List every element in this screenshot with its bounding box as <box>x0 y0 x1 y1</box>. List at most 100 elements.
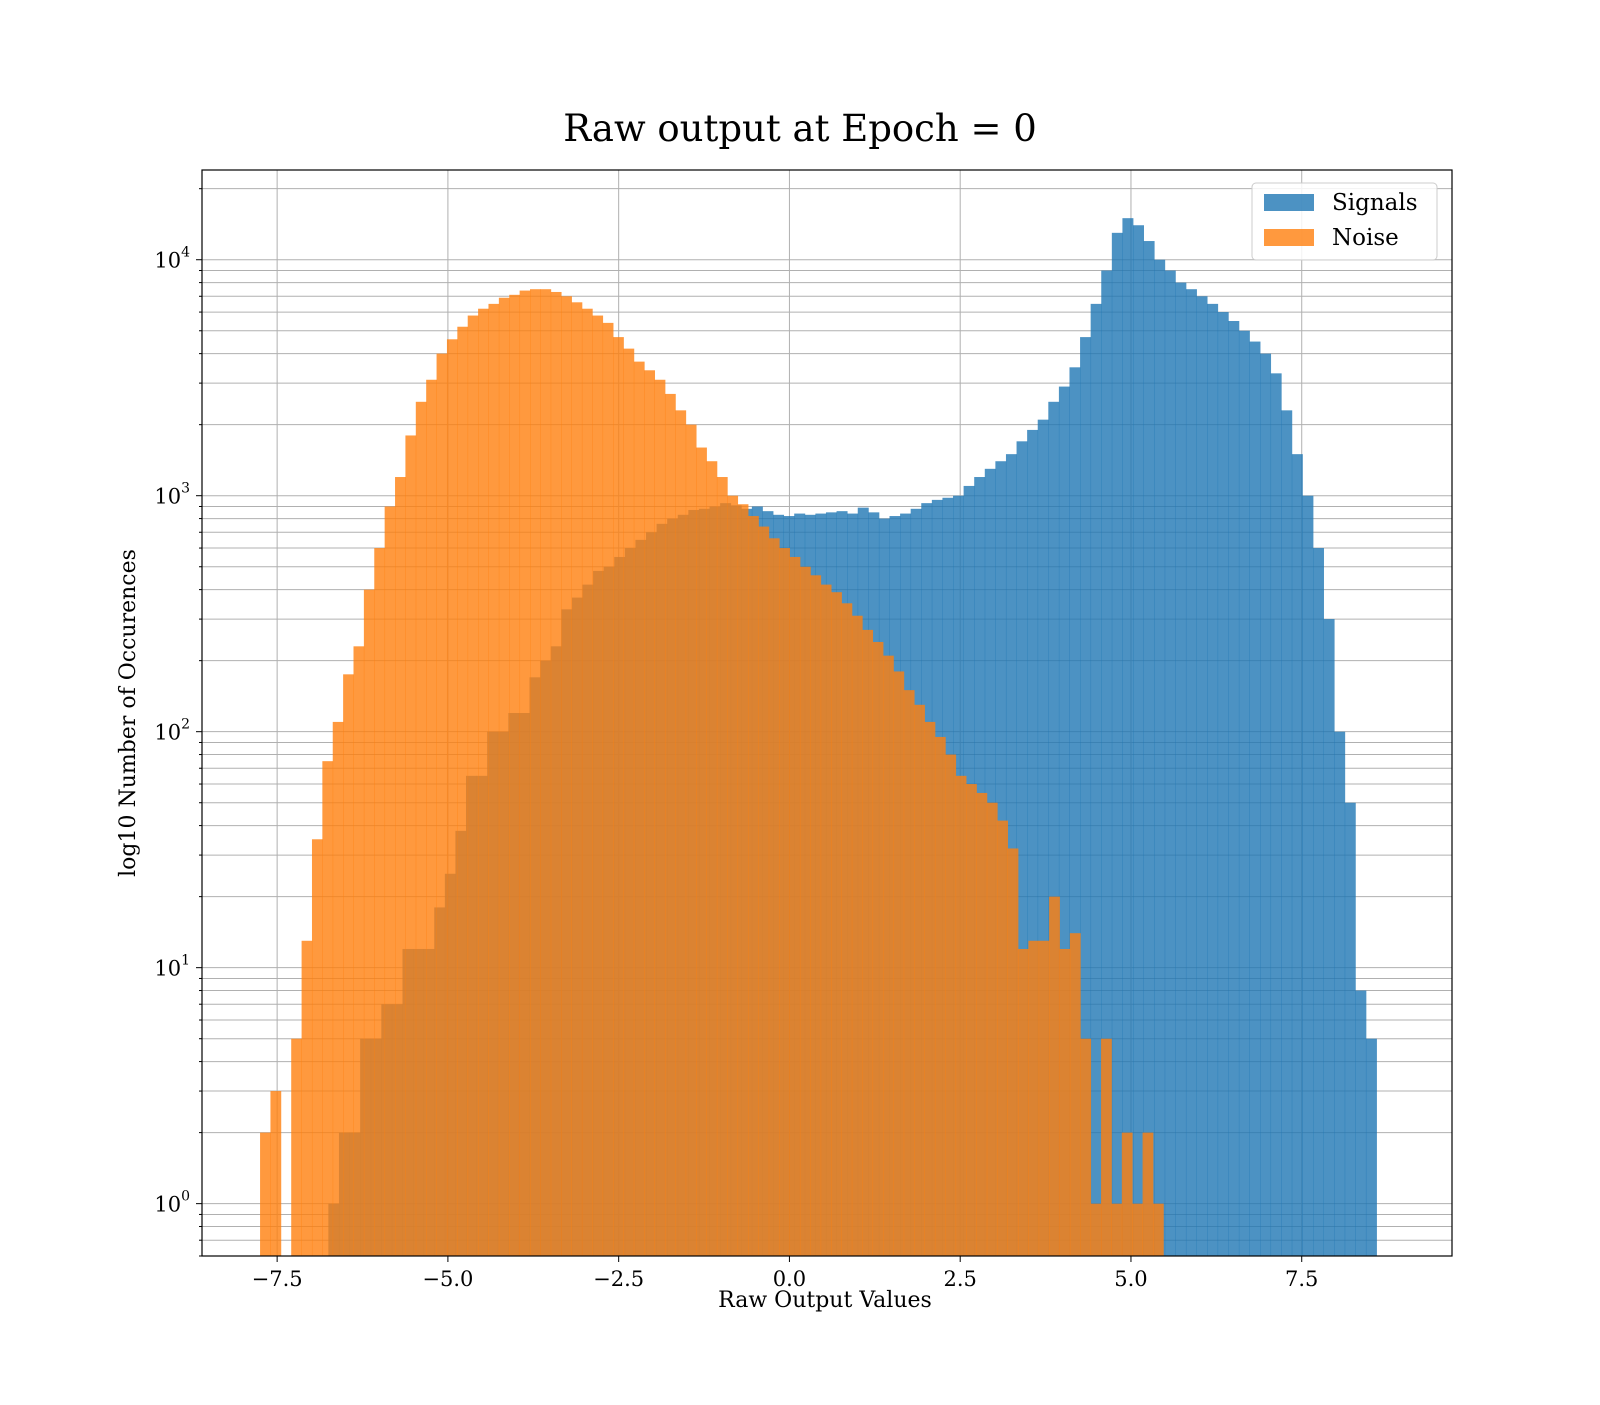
histogram-bar <box>1207 303 1219 1256</box>
histogram-bar <box>426 379 437 1257</box>
histogram-bar <box>1152 1203 1164 1256</box>
histogram-bar <box>1249 341 1261 1256</box>
histogram-bar <box>1122 218 1134 1257</box>
histogram-bar <box>997 820 1009 1256</box>
histogram-bar <box>675 410 687 1256</box>
histogram-bar <box>841 603 853 1256</box>
histogram-bar <box>1260 353 1272 1256</box>
y-tick-label: 100 <box>154 1189 190 1217</box>
histogram-bar <box>1355 990 1367 1256</box>
histogram-bar <box>540 289 552 1256</box>
histogram-bar <box>498 297 510 1256</box>
y-axis-label: log10 Number of Occurences <box>116 549 141 877</box>
histogram-bar <box>1291 454 1303 1256</box>
histogram-bar <box>758 526 770 1256</box>
histogram-bar <box>374 548 386 1256</box>
histogram-bar <box>810 575 822 1256</box>
histogram-bar <box>1049 896 1060 1256</box>
legend-swatch-signals <box>1264 194 1314 211</box>
histogram-bar <box>1142 1132 1154 1256</box>
histogram-bar <box>1016 441 1028 1256</box>
histogram-bar <box>914 704 925 1256</box>
histogram-bar <box>1270 373 1282 1256</box>
histogram-bar <box>405 435 417 1256</box>
histogram-bar <box>623 348 635 1256</box>
histogram-bar <box>1007 848 1019 1256</box>
histogram-bar <box>1323 619 1335 1256</box>
histogram-bar <box>1038 940 1050 1256</box>
histogram-bar <box>509 294 521 1256</box>
histogram-bar <box>602 322 614 1256</box>
histogram-bar <box>519 290 531 1256</box>
ticks-layer: −7.5 −5.0 −2.5 0.0 2.5 5.0 7.5 100 101 102 103 104 <box>154 188 1318 1291</box>
histogram-bar <box>633 361 645 1257</box>
histogram-bar <box>561 296 572 1256</box>
histogram-bar <box>311 839 323 1256</box>
histogram-bar <box>1143 241 1155 1256</box>
legend: Signals Noise <box>1251 182 1438 261</box>
histogram-bar <box>550 291 562 1257</box>
histogram-bar <box>260 1132 271 1256</box>
histogram-bar <box>363 589 375 1256</box>
histogram-bar <box>343 674 354 1256</box>
histogram-bar <box>716 477 728 1257</box>
legend-swatch-noise <box>1264 229 1314 246</box>
histogram-bar <box>353 646 365 1256</box>
histogram-bar <box>436 353 448 1256</box>
x-tick-label: 2.5 <box>943 1267 976 1291</box>
histogram-bar <box>1344 802 1356 1256</box>
x-tick-label: 0.0 <box>773 1267 806 1291</box>
legend-label-noise: Noise <box>1332 225 1399 251</box>
x-tick-label: 7.5 <box>1285 1267 1318 1291</box>
histogram-bar <box>446 339 458 1257</box>
histogram-bar <box>1090 303 1102 1256</box>
histogram-bar <box>1132 1203 1143 1256</box>
histogram-bar <box>1133 225 1144 1256</box>
histogram-bar <box>488 303 500 1256</box>
histogram-bar <box>1111 232 1123 1257</box>
histogram-bar <box>924 721 936 1256</box>
histogram-bar <box>820 584 832 1256</box>
x-tick-label: −5.0 <box>422 1267 473 1291</box>
histogram-bar <box>457 326 469 1257</box>
histogram-bar <box>613 337 624 1256</box>
histogram-bar <box>1059 948 1071 1256</box>
histogram-bar <box>1058 386 1070 1256</box>
y-tick-label: 104 <box>154 245 190 273</box>
histogram-bar <box>581 308 593 1256</box>
series-noise <box>260 289 1164 1257</box>
histogram-bar <box>530 289 541 1256</box>
histogram-bar <box>1027 429 1039 1257</box>
histogram-bar <box>1154 259 1166 1256</box>
histogram-bar <box>1101 1038 1112 1256</box>
histogram-bar <box>1228 320 1240 1256</box>
histogram-bar <box>270 1091 282 1256</box>
histogram-bar <box>384 506 396 1256</box>
y-tick-label: 101 <box>154 953 190 981</box>
histogram-bar <box>872 641 884 1256</box>
chart-title: Raw output at Epoch = 0 <box>563 107 1037 150</box>
histogram-bar <box>696 447 707 1256</box>
histogram-bar <box>571 302 583 1256</box>
y-tick-label: 103 <box>154 481 190 509</box>
histogram-bar <box>851 615 863 1256</box>
histogram-bar <box>664 393 676 1256</box>
histogram-bar <box>945 754 957 1256</box>
histogram-bar <box>1080 337 1092 1256</box>
histogram-bar <box>1037 419 1049 1257</box>
histogram-bar <box>644 370 655 1257</box>
histogram-bar <box>862 629 874 1256</box>
histogram-bar <box>395 477 406 1257</box>
histogram-bar <box>685 424 697 1256</box>
histogram-bar <box>768 538 780 1256</box>
histogram-bar <box>1069 367 1081 1256</box>
bars-layer <box>260 218 1377 1257</box>
histogram-bar <box>332 721 344 1256</box>
histogram-bar <box>976 792 988 1256</box>
histogram-bar <box>301 940 313 1256</box>
histogram-bar <box>1365 1038 1377 1256</box>
histogram-bar <box>779 548 790 1256</box>
histogram-bar <box>1111 1203 1123 1256</box>
